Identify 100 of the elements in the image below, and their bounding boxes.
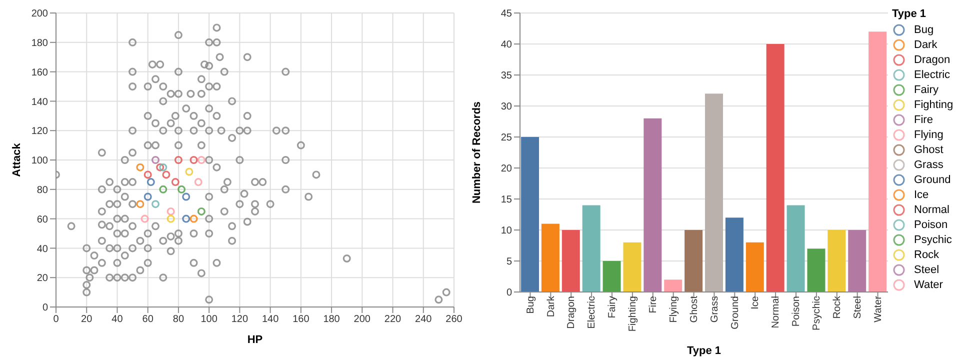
x-tick-label: Fire: [648, 296, 659, 314]
point: [136, 200, 144, 208]
y-tick-label: 30: [500, 102, 512, 113]
legend-label: Poison: [914, 218, 948, 230]
legend-label: Rock: [914, 248, 940, 260]
point: [194, 178, 202, 186]
point: [159, 163, 168, 172]
y-tick-label: 20: [500, 164, 512, 175]
y-tick-label: 120: [31, 126, 48, 138]
y-tick-label: 40: [36, 244, 48, 255]
point: [144, 192, 152, 201]
x-tick-label: Fighting: [628, 296, 639, 332]
point: [185, 168, 194, 176]
point: [171, 178, 180, 186]
x-tick-label: 260: [446, 314, 463, 326]
y-tick-label: 100: [31, 156, 48, 167]
x-axis-title: Type 1: [686, 345, 722, 357]
x-tick-label: Water: [872, 295, 884, 322]
x-tick-label: 240: [415, 314, 432, 326]
point: [190, 214, 198, 223]
point: [140, 214, 149, 223]
x-tick-label: Rock: [832, 295, 843, 319]
y-tick-label: 45: [500, 8, 512, 20]
x-tick-label: 100: [200, 314, 218, 326]
legend-label: Dragon: [914, 54, 950, 66]
legend-label: Ghost: [914, 144, 944, 156]
y-tick-label: 5: [506, 256, 512, 268]
x-tick-label: Fairy: [607, 296, 618, 318]
x-tick-label: Normal: [770, 296, 782, 328]
legend-label: Bug: [914, 24, 934, 36]
x-tick-label: 140: [262, 314, 280, 326]
x-axis-title: HP: [247, 334, 263, 346]
point: [190, 156, 198, 164]
x-tick-label: 160: [292, 314, 310, 326]
point: [182, 192, 190, 201]
legend-label: Water: [914, 278, 943, 290]
point: [156, 163, 164, 172]
point: [197, 207, 206, 216]
legend-label: Grass: [914, 158, 944, 170]
x-tick-label: Flying: [668, 296, 680, 323]
point: [166, 207, 175, 216]
point: [136, 163, 144, 172]
x-tick-label: 80: [172, 314, 184, 326]
legend-label: Psychic: [914, 234, 952, 246]
x-tick-label: Ice: [750, 296, 762, 310]
x-tick-label: 40: [112, 314, 124, 326]
legend-label: Fairy: [914, 84, 938, 96]
point: [182, 214, 190, 223]
point: [152, 200, 160, 208]
point: [146, 178, 155, 186]
legend-label: Dark: [914, 38, 938, 50]
y-tick-label: 160: [31, 67, 48, 78]
point: [174, 156, 182, 164]
x-tick-label: Dragon: [566, 296, 578, 329]
x-tick-label: 200: [354, 314, 371, 326]
point: [152, 156, 160, 164]
y-tick-label: 15: [500, 194, 512, 206]
x-tick-label: Grass: [709, 296, 720, 323]
y-tick-label: 80: [36, 184, 48, 196]
y-axis-title: Number of Records: [470, 101, 483, 204]
legend-label: Ice: [914, 188, 929, 200]
x-tick-label: Psychic: [812, 296, 823, 330]
x-tick-label: 60: [142, 314, 154, 326]
x-tick-label: 220: [384, 314, 402, 326]
legend-label: Fighting: [914, 98, 954, 110]
x-tick-label: 0: [53, 314, 60, 326]
y-tick-label: 140: [31, 96, 48, 108]
legend-label: Normal: [914, 204, 950, 216]
y-tick-label: 60: [36, 214, 48, 226]
x-tick-label: 180: [323, 314, 340, 326]
legend-title: Type 1: [892, 8, 928, 20]
x-tick-label: Bug: [525, 296, 536, 314]
x-tick-label: Ground: [730, 296, 741, 330]
legend-label: Electric: [914, 68, 950, 80]
x-tick-label: Dark: [546, 295, 557, 318]
point: [144, 170, 152, 179]
y-tick-label: 40: [500, 40, 512, 51]
point: [178, 185, 186, 194]
x-tick-label: Steel: [852, 296, 864, 319]
legend-label: Fire: [914, 114, 933, 126]
legend-label: Ground: [914, 174, 951, 186]
point: [159, 185, 168, 194]
y-tick-label: 0: [506, 288, 512, 299]
point: [197, 156, 206, 164]
x-tick-label: 120: [231, 314, 248, 326]
legend-label: Steel: [914, 264, 940, 276]
x-tick-label: 20: [81, 314, 93, 326]
x-tick-label: Poison: [791, 296, 802, 327]
point: [166, 214, 175, 223]
y-tick-label: 200: [31, 8, 48, 20]
x-tick-label: Electric: [586, 296, 598, 329]
y-tick-label: 180: [31, 38, 48, 49]
point: [162, 170, 170, 179]
y-axis-title: Attack: [10, 142, 23, 177]
y-tick-label: 35: [500, 70, 512, 82]
y-tick-label: 20: [36, 273, 48, 284]
y-tick-label: 25: [500, 132, 512, 144]
legend-label: Flying: [914, 128, 944, 140]
y-tick-label: 10: [500, 226, 512, 237]
x-tick-label: Ghost: [688, 296, 700, 323]
